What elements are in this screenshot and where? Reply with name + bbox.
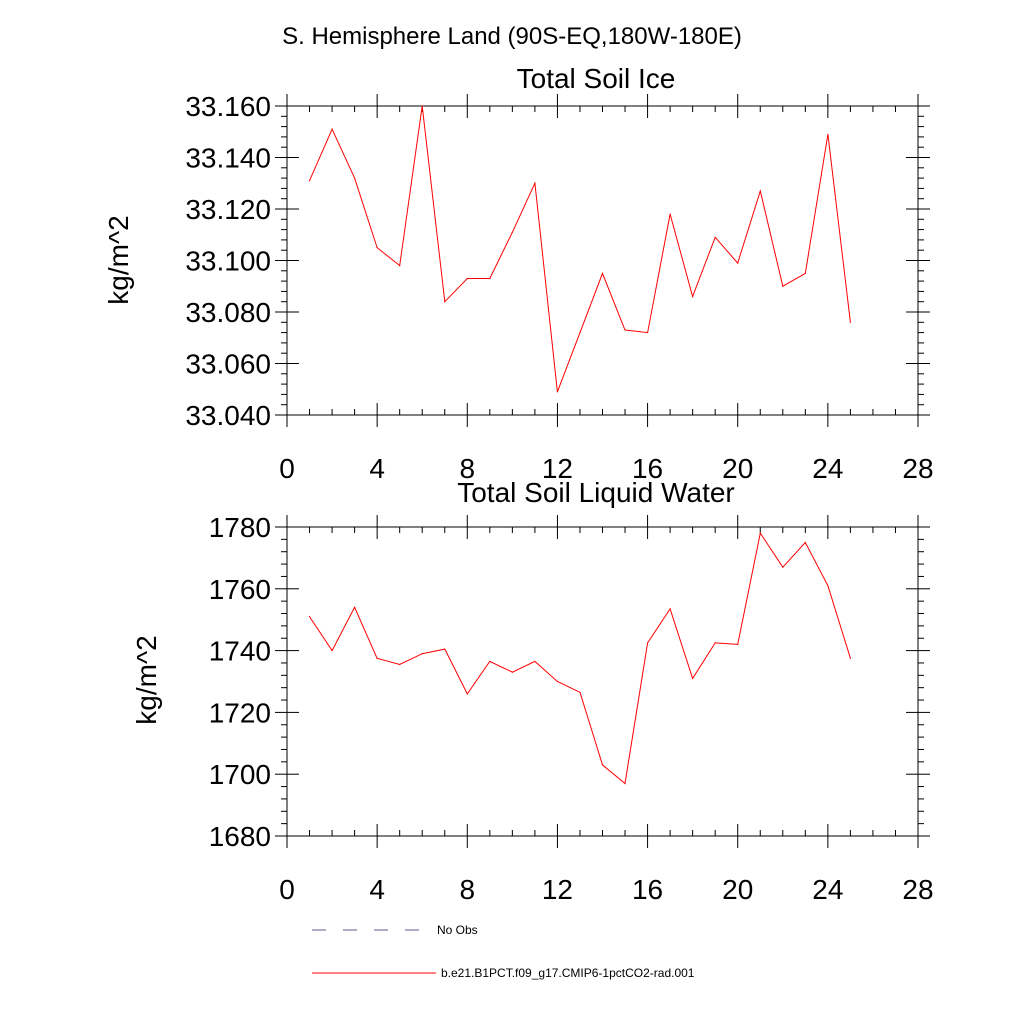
soil-liquid-data-point bbox=[444, 648, 446, 650]
soil-liquid-ytick-label: 1700 bbox=[209, 759, 271, 790]
soil-ice-xtick-label: 4 bbox=[369, 453, 385, 484]
soil-ice-ytick-label: 33.100 bbox=[185, 246, 271, 277]
soil-liquid-data-point bbox=[804, 541, 806, 544]
soil-ice-xtick-label: 12 bbox=[542, 453, 573, 484]
soil-liquid-ytick-label: 1680 bbox=[209, 821, 271, 852]
soil-liquid-ylabel: kg/m^2 bbox=[131, 635, 162, 724]
soil-liquid-panel: Total Soil Liquid Water kg/m^2 0 4 8 12 16 20… bbox=[131, 477, 934, 905]
soil-ice-data-point bbox=[737, 262, 739, 264]
soil-liquid-data-point bbox=[692, 677, 694, 680]
soil-liquid-data-point bbox=[759, 532, 761, 534]
figure-title: S. Hemisphere Land (90S-EQ,180W-180E) bbox=[282, 23, 742, 50]
soil-ice-data-point bbox=[759, 190, 761, 192]
soil-liquid-data-point bbox=[669, 608, 671, 610]
soil-ice-data-point bbox=[466, 277, 468, 280]
legend-obs-label: No Obs bbox=[437, 923, 478, 937]
soil-ice-ylabel: kg/m^2 bbox=[103, 215, 134, 304]
soil-ice-data-point bbox=[804, 272, 806, 274]
soil-liquid-data-point bbox=[511, 671, 513, 673]
soil-liquid-data-point bbox=[646, 642, 649, 644]
soil-ice-title: Total Soil Ice bbox=[517, 63, 676, 94]
soil-ice-data-point bbox=[849, 321, 851, 323]
soil-liquid-xtick-label: 28 bbox=[902, 874, 933, 905]
soil-liquid-data-point bbox=[376, 657, 378, 659]
soil-ice-data-point bbox=[714, 236, 716, 238]
soil-liquid-ytick-label: 1740 bbox=[209, 636, 271, 667]
soil-ice-ytick-label: 33.160 bbox=[185, 91, 271, 122]
soil-ice-data-point bbox=[692, 295, 694, 298]
soil-liquid-data-point bbox=[827, 585, 829, 587]
soil-ice-data-point bbox=[646, 332, 649, 334]
soil-ice-panel: Total Soil Ice kg/m^2 0 4 8 12 16 20 24 28 33.04… bbox=[103, 63, 934, 484]
soil-liquid-ytick-label: 1760 bbox=[209, 574, 271, 605]
legend: No Obs b.e21.B1PCT.f09_g17.CMIP6-1pctCO2… bbox=[312, 923, 695, 980]
soil-ice-data-point bbox=[354, 177, 356, 179]
soil-liquid-data-point bbox=[849, 657, 851, 659]
soil-ice-series-line bbox=[309, 105, 851, 392]
soil-liquid-xtick-label: 20 bbox=[722, 874, 753, 905]
soil-liquid-data-point bbox=[308, 616, 311, 618]
soil-liquid-data-point bbox=[421, 653, 423, 655]
soil-ice-xtick-label: 16 bbox=[632, 453, 663, 484]
soil-liquid-xtick-label: 12 bbox=[542, 874, 573, 905]
soil-liquid-data-point bbox=[579, 691, 581, 693]
soil-liquid-data-point bbox=[714, 642, 716, 644]
legend-model-label: b.e21.B1PCT.f09_g17.CMIP6-1pctCO2-rad.00… bbox=[441, 966, 695, 980]
soil-ice-ytick-label: 33.080 bbox=[185, 297, 271, 328]
soil-ice-xtick-label: 28 bbox=[902, 453, 933, 484]
soil-ice-ytick-label: 33.140 bbox=[185, 143, 271, 174]
soil-ice-data-point bbox=[489, 277, 491, 280]
soil-liquid-data-point bbox=[466, 693, 468, 695]
soil-ice-data-point bbox=[556, 391, 559, 393]
soil-liquid-xtick-label: 16 bbox=[632, 874, 663, 905]
soil-liquid-data-point bbox=[399, 663, 401, 666]
soil-ice-xtick-label: 0 bbox=[279, 453, 295, 484]
soil-ice-data-point bbox=[511, 231, 513, 233]
soil-ice-data-point bbox=[669, 213, 671, 215]
soil-ice-data-point bbox=[308, 180, 311, 182]
soil-ice-plot-frame bbox=[286, 105, 919, 416]
soil-ice-data-point bbox=[399, 265, 401, 267]
soil-liquid-xtick-label: 4 bbox=[369, 874, 385, 905]
soil-liquid-ytick-label: 1720 bbox=[209, 697, 271, 728]
soil-ice-data-point bbox=[376, 247, 378, 249]
soil-ice-data-point bbox=[331, 128, 333, 130]
soil-ice-xtick-label: 20 bbox=[722, 453, 753, 484]
soil-ice-ytick-label: 33.040 bbox=[185, 400, 271, 431]
soil-liquid-data-point bbox=[556, 680, 559, 683]
soil-ice-ytick-label: 33.120 bbox=[185, 194, 271, 225]
soil-liquid-xtick-label: 8 bbox=[459, 874, 475, 905]
soil-liquid-data-point bbox=[737, 643, 739, 646]
soil-liquid-data-point bbox=[489, 660, 491, 663]
soil-ice-data-point bbox=[579, 332, 581, 334]
soil-ice-xtick-label: 24 bbox=[812, 453, 843, 484]
soil-liquid-data-point bbox=[354, 606, 356, 608]
soil-liquid-data-point bbox=[534, 660, 536, 663]
soil-liquid-xtick-label: 24 bbox=[812, 874, 843, 905]
soil-ice-data-point bbox=[782, 285, 784, 287]
soil-ice-xtick-label: 8 bbox=[459, 453, 475, 484]
soil-ice-ytick-label: 33.060 bbox=[185, 349, 271, 380]
soil-liquid-xtick-label: 0 bbox=[279, 874, 295, 905]
soil-liquid-title: Total Soil Liquid Water bbox=[457, 477, 735, 508]
soil-liquid-series-line bbox=[309, 531, 851, 785]
soil-ice-data-point bbox=[601, 272, 604, 274]
soil-liquid-data-point bbox=[624, 782, 626, 785]
soil-ice-data-point bbox=[534, 182, 536, 184]
soil-ice-data-point bbox=[421, 105, 423, 107]
soil-ice-data-point bbox=[444, 301, 446, 303]
soil-ice-data-point bbox=[827, 133, 829, 135]
soil-liquid-data-point bbox=[601, 764, 604, 766]
soil-liquid-plot-frame bbox=[286, 526, 919, 837]
soil-ice-data-point bbox=[624, 329, 626, 331]
soil-liquid-data-point bbox=[331, 650, 333, 652]
soil-liquid-data-point bbox=[782, 566, 784, 568]
soil-liquid-ytick-label: 1780 bbox=[209, 512, 271, 543]
